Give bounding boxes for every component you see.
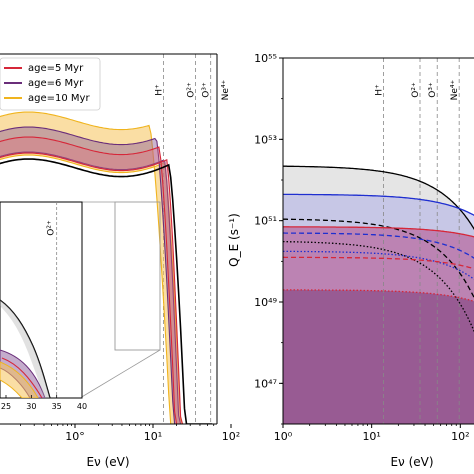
series-line-solid: [283, 193, 474, 216]
inset-line-5-myr: [1, 357, 43, 398]
inset-x-tick-label: 35: [52, 402, 62, 411]
right-y-tick-label: 10⁴⁹: [254, 296, 277, 309]
series-line-solid: [283, 226, 474, 238]
band-age-5-myr: [0, 136, 213, 424]
right-ion-edge-label: O²⁺: [411, 82, 421, 98]
series-line-solid: [283, 165, 474, 231]
right-y-tick-label: 10⁵¹: [254, 215, 277, 228]
inset-plot-area: [0, 202, 58, 398]
right-axes-frame: [282, 57, 474, 425]
right-x-axis-label: Eν (eV): [390, 455, 433, 469]
inset-x-tick-label: 40: [77, 402, 87, 411]
left-x-tick-label: 10°: [65, 430, 85, 443]
legend-frame: [0, 57, 101, 111]
right-y-axis-label: Q_E (s⁻¹): [227, 213, 241, 267]
legend-entry-label: age=10 Myr: [28, 93, 90, 104]
right-ion-edge-label: Ne⁴⁺: [450, 79, 460, 100]
right-x-tick-label: 10¹: [362, 430, 380, 443]
left-ion-edge-label: O³⁺: [202, 82, 212, 98]
left-ion-edge-label: H⁺: [154, 84, 164, 96]
series-line-dotted: [283, 240, 474, 333]
left-x-tick-label: 10²: [222, 430, 240, 443]
right-y-tick-label: 10⁵⁵: [254, 52, 277, 65]
inset-band-10-myr: [0, 361, 39, 398]
zoom-connector: [79, 349, 161, 399]
series-line-dotted: [283, 250, 474, 280]
left-ion-edge-label: O²⁺: [187, 82, 197, 98]
inset-x-tick-label: 30: [26, 402, 36, 411]
series-line-dashed: [283, 232, 474, 259]
band-age-6-myr: [0, 126, 213, 424]
inset-band-gray: [0, 300, 50, 398]
band-age-10-myr: [0, 111, 213, 424]
right-ion-edge-label: H⁺: [374, 84, 384, 96]
right-area-fill-base: [283, 289, 474, 424]
inset-edge-label: O²⁺: [47, 220, 57, 236]
right-plot-area: [283, 58, 474, 424]
left-legend: age=5 Myr age=6 Myr age=10 Myr: [0, 57, 101, 111]
inset-line-black: [0, 299, 51, 398]
series-line-dashed: [283, 256, 474, 270]
legend-entry-label: age=6 Myr: [28, 78, 84, 89]
right-y-tick-label: 10⁴⁷: [254, 377, 277, 390]
series-line-dotted: [283, 289, 474, 302]
right-y-tick-label: 10⁵³: [254, 133, 277, 146]
right-ion-edge-label: O³⁺: [428, 82, 438, 98]
right-x-tick-label: 10²: [451, 430, 469, 443]
series-line-dashed: [283, 218, 474, 299]
right-x-tick-label: 10⁰: [274, 430, 293, 443]
legend-entry-label: age=5 Myr: [28, 63, 84, 74]
left-x-tick-label: 10¹: [144, 430, 162, 443]
left-x-axis-label: Eν (eV): [86, 455, 129, 469]
left-ion-edge-label: Ne⁴⁺: [221, 79, 231, 100]
left-plot-area: O²⁺: [0, 54, 213, 424]
zoom-box: [114, 201, 161, 351]
line-reference-black: [0, 158, 213, 424]
inset-x-tick-label: 25: [1, 402, 11, 411]
